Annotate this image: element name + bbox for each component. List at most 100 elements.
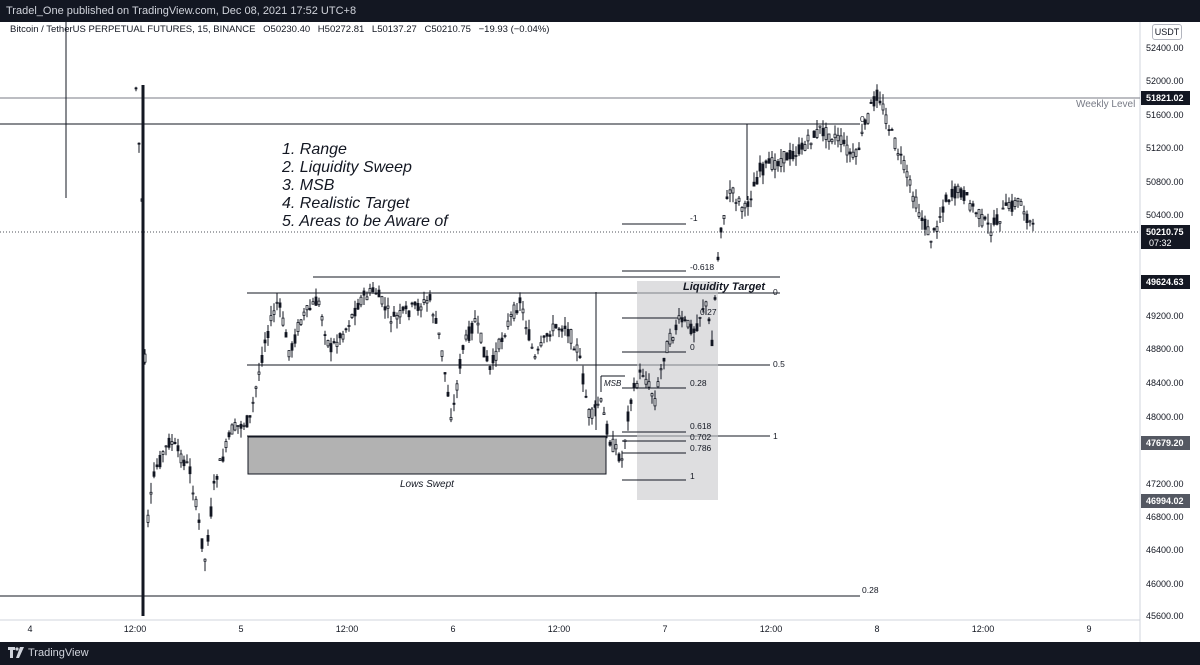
list-item: 2. Liquidity Sweep [281,159,412,176]
price-tag: 47679.20 [1146,438,1184,448]
candle [137,142,141,145]
candle [611,438,615,453]
list-item: 4. Realistic Target [282,195,410,212]
candle [245,415,249,428]
price-axis[interactable]: 52400.00 52000.00 51600.00 51200.00 5080… [1146,43,1184,621]
candle [1010,200,1014,212]
lows-swept-zone[interactable] [247,436,607,475]
price-tag: 50210.75 [1146,227,1184,237]
time-axis[interactable]: 4 12:00 5 12:00 6 12:00 7 12:00 8 12:00 … [27,624,1091,634]
candle [173,441,177,444]
candle [908,179,912,186]
candle [482,346,486,358]
candle [134,87,138,90]
candle [380,296,384,305]
candle [458,358,462,369]
candle [683,319,687,322]
candle [752,181,756,187]
fib-left-labels: -1 -0.618 0 0.27 0 0.28 0.618 0.702 0.78… [690,114,879,595]
fib-label: 0.27 [700,307,717,317]
candle [224,440,228,448]
candle [959,188,963,198]
list-item: 1. Range [282,141,347,158]
candle [689,323,693,335]
candle [236,425,240,427]
price-tick: 51600.00 [1146,110,1184,120]
candle [338,333,342,339]
chart-canvas[interactable]: 1. Range 2. Liquidity Sweep 3. MSB 4. Re… [0,22,1200,642]
candle [230,424,234,435]
candle [647,381,651,388]
time-tick: 8 [874,624,879,634]
footer-bar: TradingView [0,642,1200,665]
candle [740,207,744,212]
candle [155,464,159,468]
candle [1007,201,1011,209]
candle [644,378,648,385]
tradingview-logo-icon[interactable] [8,647,24,659]
candle [923,218,927,230]
candle [755,176,759,185]
candle [524,327,528,330]
candle [767,158,771,164]
candle [878,100,882,104]
candle [1028,220,1032,223]
time-tick: 12:00 [972,624,995,634]
currency-button[interactable]: USDT [1152,24,1182,40]
price-tick: 50400.00 [1146,210,1184,220]
fib-label: 0 [860,114,865,124]
symbol-legend[interactable]: Bitcoin / TetherUS PERPETUAL FUTURES, 15… [10,24,554,35]
price-tick: 46000.00 [1146,579,1184,589]
candle [872,96,876,107]
candle [506,320,510,327]
candle [788,149,792,160]
candle [596,403,600,406]
ohlc-change: −19.93 (−0.04%) [478,24,550,35]
candle [194,498,198,508]
candle [413,301,417,306]
candle [974,212,978,215]
time-tick: 12:00 [760,624,783,634]
tradingview-brand[interactable]: TradingView [28,647,89,659]
candle [899,153,903,156]
candle [815,128,819,138]
candle [512,304,516,319]
candle [971,203,975,207]
candle [563,325,567,330]
candle [785,152,789,161]
candle [500,337,504,343]
chart-area[interactable]: 1. Range 2. Liquidity Sweep 3. MSB 4. Re… [0,22,1200,642]
price-tick: 48800.00 [1146,344,1184,354]
list-item: 3. MSB [282,177,335,194]
candle [215,475,219,480]
candle [590,408,594,419]
candle [854,149,858,157]
candle [953,186,957,199]
candle [980,214,984,227]
candle [290,343,294,351]
candle [977,209,981,219]
price-tick: 47200.00 [1146,479,1184,489]
candle [176,445,180,452]
candle [935,226,939,232]
price-tag: 51821.02 [1146,93,1184,103]
candle [503,335,507,337]
candle [545,333,549,337]
candle [509,314,513,317]
candle [758,162,762,172]
candle [581,373,585,385]
candle [398,310,402,318]
symbol-name[interactable]: Bitcoin / TetherUS PERPETUAL FUTURES, 15… [10,24,256,35]
candle [698,316,702,319]
ohlc-open: O50230.40 [263,24,311,35]
candle [650,393,654,397]
candle [635,383,639,388]
candle [464,334,468,340]
candle [731,187,735,194]
candle [617,453,621,462]
fib-lines[interactable] [595,124,748,481]
candle [557,328,561,331]
candle-wicks [135,84,1034,572]
candle [377,289,381,298]
candle [203,558,207,562]
